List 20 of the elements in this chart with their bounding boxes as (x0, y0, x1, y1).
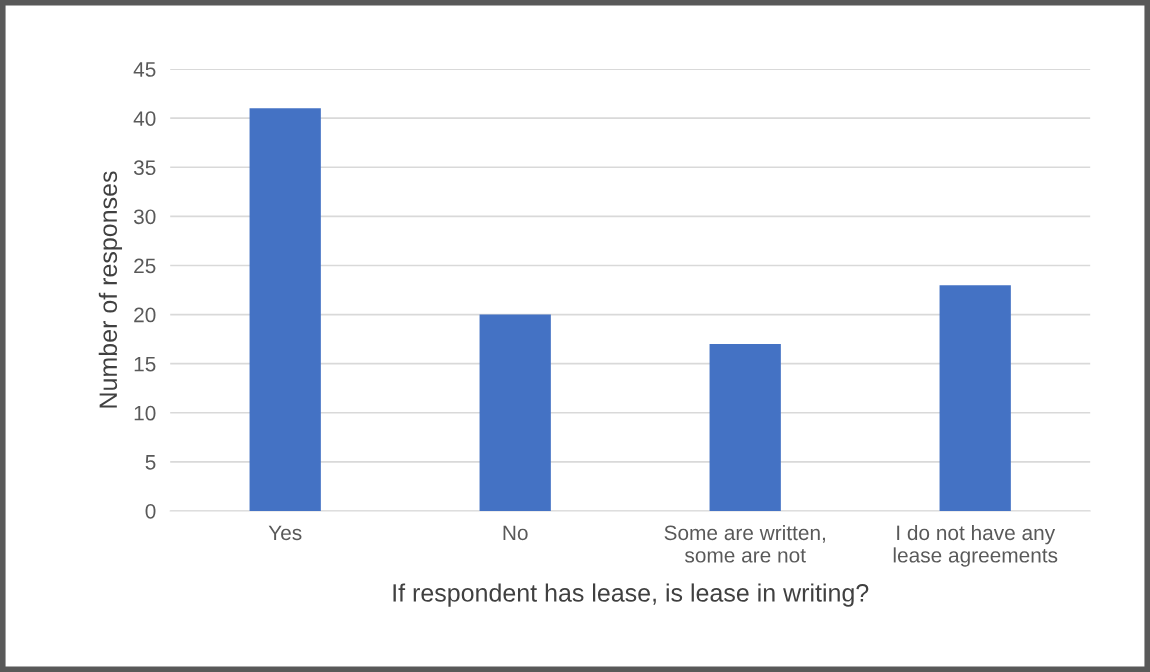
bar (939, 285, 1011, 511)
y-tick-label: 5 (145, 455, 156, 470)
y-tick-label: 15 (134, 356, 156, 372)
y-tick-label: 30 (133, 209, 156, 225)
bar (709, 344, 781, 511)
y-tick-label: 45 (133, 62, 156, 77)
y-tick-label: 20 (134, 307, 156, 323)
y-tick-label: 40 (133, 111, 156, 126)
x-axis-title: If respondent has lease, is lease in writing? (393, 583, 869, 607)
x-tick-label: No (503, 525, 528, 541)
x-tick-label: Some are written, some are not (664, 524, 825, 563)
bar (249, 108, 321, 511)
x-tick-label: Yes (268, 525, 302, 541)
x-tick-label: I do not have any lease agreements (893, 524, 1058, 567)
y-tick-label: 10 (134, 405, 156, 421)
y-tick-label: 35 (133, 160, 156, 176)
y-tick-label: 0 (145, 503, 156, 519)
y-tick-label: 25 (134, 258, 156, 274)
y-axis-title: Number of responses (98, 171, 123, 408)
bar (479, 314, 551, 511)
